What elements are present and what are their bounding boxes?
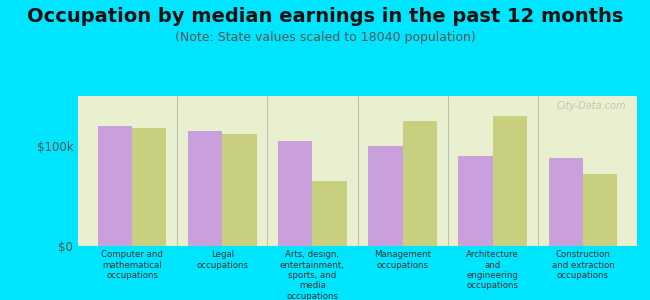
Bar: [313, 181, 346, 246]
Bar: [583, 174, 617, 246]
Bar: [369, 146, 402, 246]
Bar: [402, 121, 437, 246]
Text: City-Data.com: City-Data.com: [556, 100, 626, 110]
Bar: [132, 128, 166, 246]
Bar: [98, 126, 132, 246]
Bar: [188, 131, 222, 246]
Bar: [458, 156, 493, 246]
Bar: [222, 134, 257, 246]
Bar: [549, 158, 583, 246]
Text: (Note: State values scaled to 18040 population): (Note: State values scaled to 18040 popu…: [175, 32, 475, 44]
Bar: [493, 116, 527, 246]
Bar: [278, 141, 313, 246]
Text: Occupation by median earnings in the past 12 months: Occupation by median earnings in the pas…: [27, 8, 623, 26]
